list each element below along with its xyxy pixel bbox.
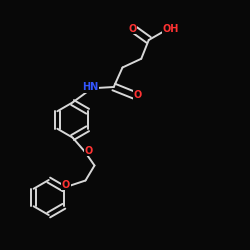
- Text: O: O: [85, 146, 93, 156]
- Text: OH: OH: [162, 24, 179, 34]
- Text: HN: HN: [82, 82, 98, 92]
- Text: O: O: [134, 90, 141, 100]
- Text: O: O: [62, 180, 70, 190]
- Text: O: O: [128, 24, 136, 34]
